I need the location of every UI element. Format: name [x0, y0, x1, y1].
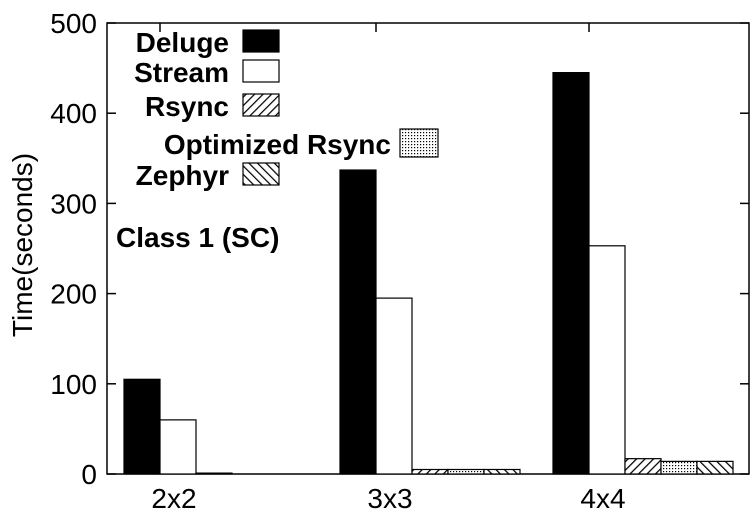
- y-tick-label: 300: [50, 188, 97, 219]
- bars: [123, 72, 734, 475]
- legend-label-optimized-rsync: Optimized Rsync: [164, 129, 391, 160]
- bar-deluge-3x3: [339, 169, 377, 475]
- legend-swatch-deluge: [242, 29, 280, 53]
- y-tick-label: 400: [50, 98, 97, 129]
- x-tick-label: 2x2: [151, 483, 196, 514]
- bar-deluge-2x2: [123, 378, 161, 475]
- y-tick-label: 100: [50, 369, 97, 400]
- legend-label-deluge: Deluge: [136, 27, 229, 58]
- legend-swatch-rsync: [242, 93, 280, 117]
- y-axis: 0 100 200 300 400 500: [50, 8, 749, 490]
- x-tick-label: 4x4: [580, 483, 625, 514]
- y-tick-label: 0: [81, 459, 97, 490]
- x-tick-label: 3x3: [367, 483, 412, 514]
- bar-rsync-3x3: [411, 468, 449, 475]
- chart-annotation: Class 1 (SC): [116, 222, 279, 253]
- bar-zephyr-3x3: [483, 468, 521, 475]
- bar-stream-2x2: [159, 419, 197, 475]
- bar-stream-3x3: [375, 297, 413, 475]
- bar-stream-4x4: [588, 245, 626, 475]
- y-axis-title: Time(seconds): [7, 153, 38, 337]
- legend-label-rsync: Rsync: [145, 91, 229, 122]
- bar-zephyr-4x4: [696, 460, 734, 475]
- bar-deluge-4x4: [552, 72, 590, 475]
- y-tick-label: 500: [50, 8, 97, 39]
- legend-label-zephyr: Zephyr: [136, 160, 229, 191]
- bar-optimized-rsync-3x3: [447, 468, 485, 475]
- legend-swatch-optimized-rsync: [399, 128, 439, 158]
- legend-swatch-zephyr: [242, 162, 280, 186]
- legend-label-stream: Stream: [134, 57, 229, 88]
- bar-optimized-rsync-4x4: [660, 460, 698, 475]
- legend-swatch-stream: [242, 59, 280, 83]
- bar-rsync-4x4: [624, 458, 662, 475]
- y-tick-label: 200: [50, 279, 97, 310]
- bar-rsync-2x2: [195, 472, 233, 475]
